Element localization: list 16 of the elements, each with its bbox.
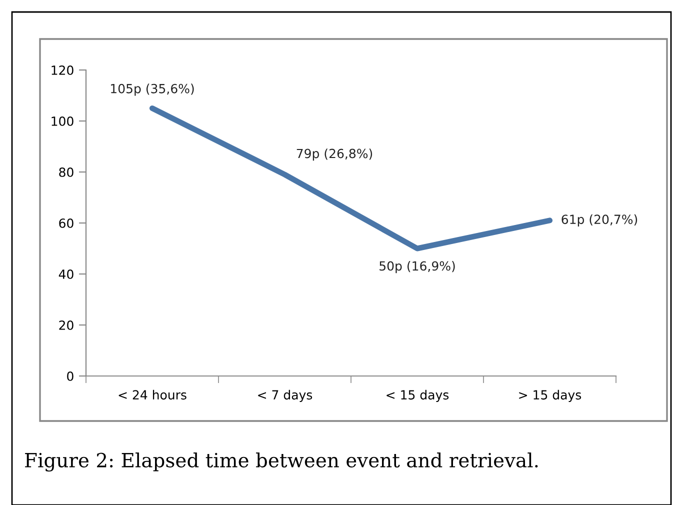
data-label: 105p (35,6%) [111, 84, 194, 96]
y-tick-label: 80 [59, 167, 74, 177]
caption: Figure 2: Elapsed time between event and retrieval. [25, 452, 538, 472]
data-label: 61p (20,7%) [562, 214, 638, 226]
y-tick-label: 100 [52, 116, 74, 126]
y-tick-label: 20 [59, 320, 74, 330]
y-tick-label: 120 [52, 65, 74, 75]
x-tick-label: < 24 hours [118, 390, 186, 400]
y-tick-label: 0 [67, 371, 74, 381]
data-label: 79p (26,8%) [296, 148, 372, 161]
y-tick-label: 60 [59, 218, 74, 228]
x-tick-label: < 7 days [258, 390, 312, 402]
x-tick-label: < 15 days [386, 390, 449, 402]
x-tick-label: > 15 days [519, 390, 582, 402]
y-tick-label: 40 [58, 269, 74, 279]
data-label: 50p (16,9%) [380, 261, 455, 274]
